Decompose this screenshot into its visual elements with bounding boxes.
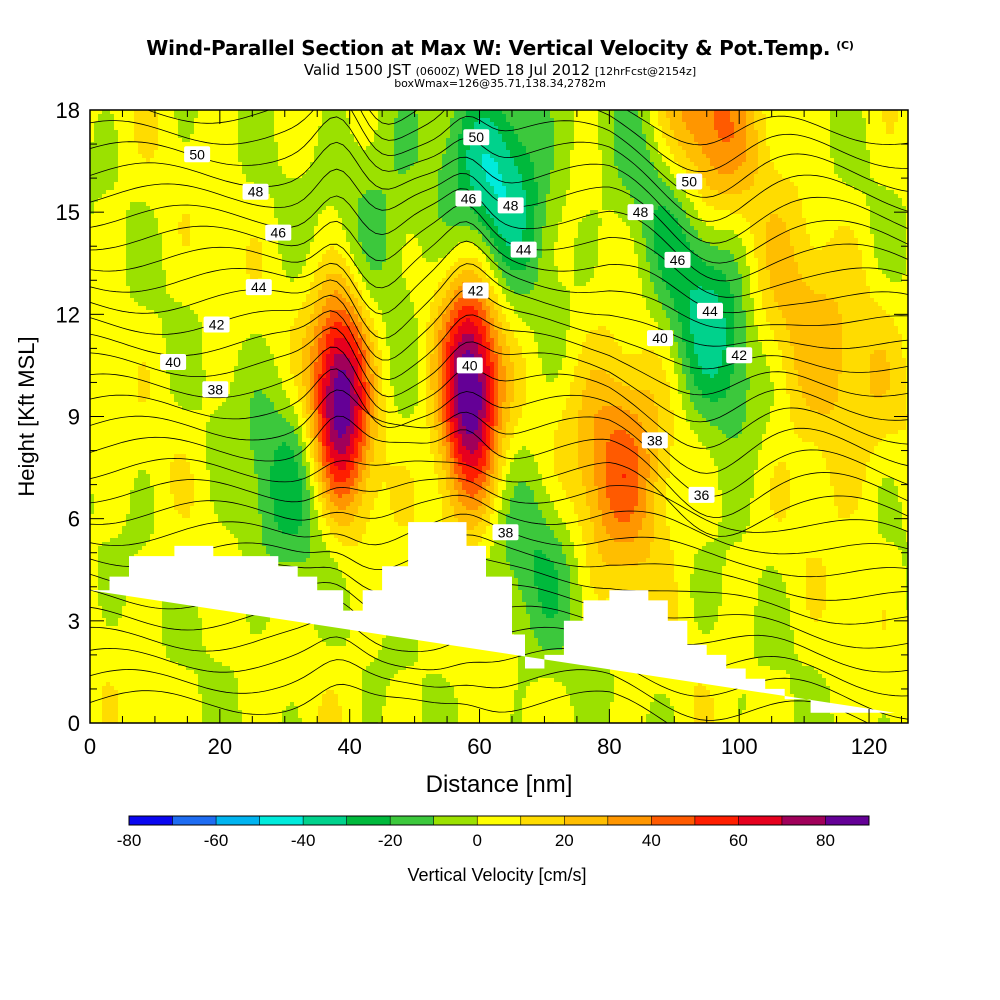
colorbar-tick-label: 0 bbox=[473, 831, 482, 850]
y-axis-label: Height [Kft MSL] bbox=[14, 336, 39, 496]
colorbar-swatch bbox=[303, 816, 347, 825]
contour-label: 44 bbox=[697, 303, 723, 319]
colorbar-tick-label: -60 bbox=[204, 831, 229, 850]
contour-label: 48 bbox=[243, 184, 269, 200]
y-tick-label: 9 bbox=[68, 405, 80, 430]
contour-label: 40 bbox=[457, 357, 483, 373]
x-tick-label: 0 bbox=[84, 734, 96, 759]
colorbar-swatch bbox=[608, 816, 652, 825]
contour-label: 48 bbox=[498, 197, 524, 213]
chart-canvas: 50 48 46 44 42 40 38 50 46 48 44 42 40 38 50 48 46 44 40 42… bbox=[0, 0, 1000, 1000]
contour-label: 48 bbox=[628, 204, 654, 220]
colorbar-swatch bbox=[260, 816, 304, 825]
colorbar-label: Vertical Velocity [cm/s] bbox=[407, 865, 586, 885]
contour-label: 50 bbox=[463, 129, 489, 145]
colorbar-tick-label: 80 bbox=[816, 831, 835, 850]
x-tick-label: 60 bbox=[467, 734, 491, 759]
colorbar-swatch bbox=[651, 816, 695, 825]
box-max-info: boxWmax=126@35.71,138.34,2782m bbox=[0, 77, 1000, 90]
colorbar-swatch bbox=[173, 816, 217, 825]
contour-label: 50 bbox=[676, 174, 702, 190]
contour-label: 40 bbox=[160, 354, 186, 370]
x-tick-label: 120 bbox=[851, 734, 888, 759]
colorbar-swatch bbox=[129, 816, 173, 825]
colorbar-swatch bbox=[782, 816, 826, 825]
contour-label: 38 bbox=[642, 432, 668, 448]
contour-label: 40 bbox=[647, 330, 673, 346]
colorbar-tick-label: -80 bbox=[117, 831, 142, 850]
contour-label: 46 bbox=[665, 252, 691, 268]
y-tick-label: 3 bbox=[68, 609, 80, 634]
contour-label: 42 bbox=[204, 317, 230, 333]
y-tick-label: 18 bbox=[56, 98, 80, 123]
chart-title: Wind-Parallel Section at Max W: Vertical… bbox=[0, 36, 1000, 60]
contour-label: 38 bbox=[202, 381, 228, 397]
colorbar: -80 -60 -40 -20 0 20 40 60 80 Vertical Velocity [… bbox=[117, 816, 870, 885]
y-tick-label: 0 bbox=[68, 711, 80, 736]
contour-label: 42 bbox=[463, 282, 489, 298]
contour-label: 42 bbox=[726, 347, 752, 363]
colorbar-swatch bbox=[477, 816, 521, 825]
colorbar-swatch bbox=[695, 816, 739, 825]
contour-label: 46 bbox=[265, 225, 291, 241]
contour-label: 50 bbox=[184, 146, 210, 162]
y-tick-label: 15 bbox=[56, 200, 80, 225]
x-tick-label: 40 bbox=[337, 734, 361, 759]
colorbar-tick-label: -40 bbox=[291, 831, 316, 850]
x-tick-label: 100 bbox=[721, 734, 758, 759]
contour-label: 46 bbox=[455, 191, 481, 207]
colorbar-swatch bbox=[390, 816, 434, 825]
y-tick-label: 6 bbox=[68, 507, 80, 532]
colorbar-tick-label: 20 bbox=[555, 831, 574, 850]
copyright-mark: (C) bbox=[836, 39, 854, 52]
contour-label: 36 bbox=[689, 487, 715, 503]
colorbar-tick-label: 60 bbox=[729, 831, 748, 850]
contour-label: 44 bbox=[511, 242, 537, 258]
x-axis-label: Distance [nm] bbox=[426, 771, 573, 798]
y-tick-label: 12 bbox=[56, 302, 80, 327]
colorbar-swatch bbox=[434, 816, 478, 825]
colorbar-tick-label: 40 bbox=[642, 831, 661, 850]
colorbar-swatch bbox=[738, 816, 782, 825]
x-tick-label: 20 bbox=[208, 734, 232, 759]
colorbar-swatch bbox=[825, 816, 869, 825]
colorbar-swatch bbox=[521, 816, 565, 825]
x-tick-label: 80 bbox=[597, 734, 621, 759]
colorbar-tick-label: -20 bbox=[378, 831, 403, 850]
contour-label: 44 bbox=[246, 279, 272, 295]
contour-label: 38 bbox=[492, 524, 518, 540]
colorbar-swatch bbox=[564, 816, 608, 825]
colorbar-swatch bbox=[216, 816, 260, 825]
colorbar-swatch bbox=[347, 816, 391, 825]
